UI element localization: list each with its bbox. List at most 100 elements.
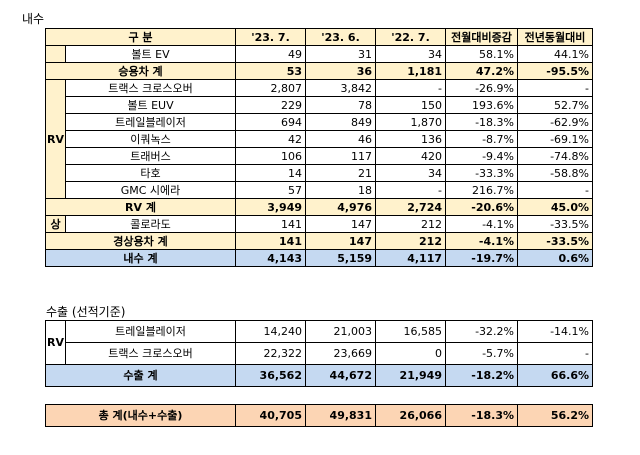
value-cell: 45.0%: [517, 198, 593, 216]
row-label: 볼트 EV: [65, 45, 236, 63]
header-cell: '22. 7.: [375, 28, 446, 46]
value-cell: -: [375, 181, 446, 199]
value-cell: -18.3%: [445, 404, 518, 427]
value-cell: 14,240: [235, 320, 306, 343]
header-cell: '23. 7.: [235, 28, 306, 46]
value-cell: 147: [305, 232, 376, 250]
value-cell: 117: [305, 147, 376, 165]
row-label: 수출 계: [45, 364, 236, 387]
value-cell: -: [375, 79, 446, 97]
value-cell: -33.5%: [517, 232, 593, 250]
value-cell: 141: [235, 215, 306, 233]
value-cell: 212: [375, 215, 446, 233]
row-label: 트레일블레이저: [65, 320, 236, 343]
value-cell: 78: [305, 96, 376, 114]
export-title: 수출 (선적기준): [46, 305, 126, 319]
value-cell: -20.6%: [445, 198, 518, 216]
value-cell: 42: [235, 130, 306, 148]
value-cell: 849: [305, 113, 376, 131]
value-cell: 58.1%: [445, 45, 518, 63]
row-label: 트래버스: [65, 147, 236, 165]
row-label: 트랙스 크로스오버: [65, 79, 236, 97]
value-cell: 21: [305, 164, 376, 182]
value-cell: -: [517, 181, 593, 199]
value-cell: 36,562: [235, 364, 306, 387]
value-cell: 694: [235, 113, 306, 131]
value-cell: 0: [375, 342, 446, 365]
value-cell: -33.3%: [445, 164, 518, 182]
value-cell: 4,976: [305, 198, 376, 216]
value-cell: 31: [305, 45, 376, 63]
value-cell: -9.4%: [445, 147, 518, 165]
header-cell: 구 분: [45, 28, 236, 46]
value-cell: -74.8%: [517, 147, 593, 165]
value-cell: 57: [235, 181, 306, 199]
value-cell: -8.7%: [445, 130, 518, 148]
value-cell: 21,949: [375, 364, 446, 387]
row-label: 콜로라도: [65, 215, 236, 233]
row-label: 볼트 EUV: [65, 96, 236, 114]
row-label: 내수 계: [45, 249, 236, 267]
row-label: 경상용차 계: [45, 232, 236, 250]
row-label: 총 계(내수+수출): [45, 404, 236, 427]
header-cell: 전년동월대비: [517, 28, 593, 46]
group-cell: [45, 45, 66, 63]
value-cell: 23,669: [305, 342, 376, 365]
value-cell: 4,117: [375, 249, 446, 267]
value-cell: 420: [375, 147, 446, 165]
group-cell: 상: [45, 215, 66, 233]
value-cell: 34: [375, 164, 446, 182]
group-cell: RV: [45, 320, 66, 365]
value-cell: 40,705: [235, 404, 306, 427]
value-cell: -95.5%: [517, 62, 593, 80]
value-cell: 147: [305, 215, 376, 233]
value-cell: 22,322: [235, 342, 306, 365]
value-cell: 3,842: [305, 79, 376, 97]
value-cell: 16,585: [375, 320, 446, 343]
value-cell: 44.1%: [517, 45, 593, 63]
value-cell: -14.1%: [517, 320, 593, 343]
row-label: 트랙스 크로스오버: [65, 342, 236, 365]
row-label: GMC 시에라: [65, 181, 236, 199]
value-cell: 2,724: [375, 198, 446, 216]
value-cell: 47.2%: [445, 62, 518, 80]
value-cell: 4,143: [235, 249, 306, 267]
value-cell: 34: [375, 45, 446, 63]
value-cell: 1,870: [375, 113, 446, 131]
value-cell: 36: [305, 62, 376, 80]
value-cell: 0.6%: [517, 249, 593, 267]
value-cell: 21,003: [305, 320, 376, 343]
value-cell: 49,831: [305, 404, 376, 427]
value-cell: 46: [305, 130, 376, 148]
value-cell: -19.7%: [445, 249, 518, 267]
value-cell: 56.2%: [517, 404, 593, 427]
value-cell: 216.7%: [445, 181, 518, 199]
value-cell: -: [517, 342, 593, 365]
value-cell: 141: [235, 232, 306, 250]
row-label: 승용차 계: [45, 62, 236, 80]
value-cell: 18: [305, 181, 376, 199]
value-cell: -18.3%: [445, 113, 518, 131]
value-cell: -69.1%: [517, 130, 593, 148]
header-cell: 전월대비증감: [445, 28, 518, 46]
row-label: 이쿼녹스: [65, 130, 236, 148]
value-cell: 14: [235, 164, 306, 182]
value-cell: 136: [375, 130, 446, 148]
header-cell: '23. 6.: [305, 28, 376, 46]
domestic-title: 내수: [22, 12, 45, 26]
value-cell: 1,181: [375, 62, 446, 80]
row-label: 타호: [65, 164, 236, 182]
value-cell: -58.8%: [517, 164, 593, 182]
value-cell: -32.2%: [445, 320, 518, 343]
value-cell: 229: [235, 96, 306, 114]
value-cell: -62.9%: [517, 113, 593, 131]
value-cell: -26.9%: [445, 79, 518, 97]
value-cell: 52.7%: [517, 96, 593, 114]
value-cell: -: [517, 79, 593, 97]
row-label: 트레일블레이저: [65, 113, 236, 131]
row-label: RV 계: [45, 198, 236, 216]
value-cell: -4.1%: [445, 215, 518, 233]
value-cell: 5,159: [305, 249, 376, 267]
value-cell: 53: [235, 62, 306, 80]
